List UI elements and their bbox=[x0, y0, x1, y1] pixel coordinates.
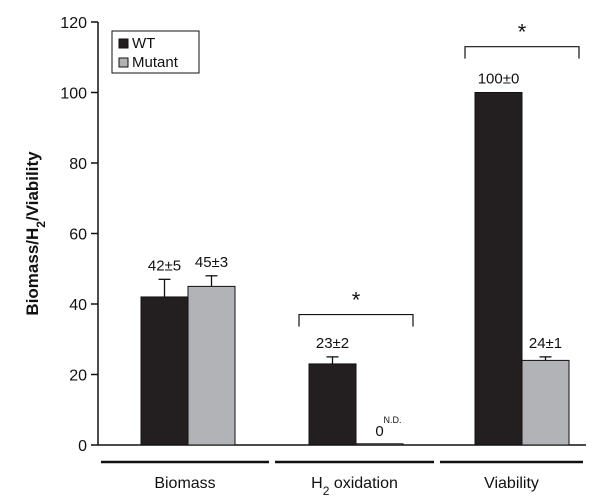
bar-mutant-1 bbox=[355, 443, 404, 446]
y-tick-label: 20 bbox=[69, 368, 87, 385]
legend-entry: Mutant bbox=[132, 54, 179, 71]
category-label: H2 oxidation bbox=[311, 475, 398, 496]
data-label: 24±1 bbox=[529, 335, 562, 352]
legend-swatch bbox=[118, 57, 129, 68]
y-tick-label: 40 bbox=[69, 297, 87, 314]
significance-brackets: ** bbox=[298, 20, 580, 327]
bar-wt-0 bbox=[140, 296, 189, 446]
nd-label: N.D. bbox=[384, 415, 402, 425]
data-label: 0 bbox=[375, 423, 383, 440]
category-axis: Biomass H2 oxidation Viability bbox=[101, 460, 583, 496]
significance-bracket bbox=[464, 46, 580, 59]
bar-wt-1 bbox=[308, 363, 357, 446]
significance-bracket bbox=[298, 313, 414, 327]
bar-mutant-0 bbox=[187, 285, 236, 446]
data-label: 45±3 bbox=[195, 254, 228, 271]
data-label: 42±5 bbox=[148, 257, 181, 274]
legend: WT Mutant bbox=[111, 30, 200, 74]
y-axis-title: Biomass/H2/Viability bbox=[23, 151, 48, 316]
bar-wt-2 bbox=[474, 92, 523, 446]
y-tick-label: 120 bbox=[60, 15, 87, 32]
y-tick-label: 60 bbox=[69, 227, 87, 244]
legend-swatch bbox=[118, 38, 129, 49]
y-tick-label: 0 bbox=[78, 438, 87, 455]
y-tick-label: 80 bbox=[69, 156, 87, 173]
significance-star: * bbox=[352, 288, 361, 313]
data-label: 23±2 bbox=[316, 335, 349, 352]
y-tick-label: 100 bbox=[60, 86, 87, 103]
category-label: Biomass bbox=[154, 475, 215, 492]
category-label: Viability bbox=[484, 475, 539, 492]
legend-entry: WT bbox=[132, 35, 155, 52]
y-axis-label: Biomass/H2/Viability bbox=[23, 151, 48, 316]
bar-mutant-2 bbox=[521, 359, 570, 446]
data-labels: 42±5 23±2 100±0 45±3 0N.D. 24±1 bbox=[148, 71, 562, 441]
significance-star: * bbox=[518, 20, 527, 45]
bars bbox=[140, 92, 570, 446]
data-label: 100±0 bbox=[478, 71, 520, 88]
